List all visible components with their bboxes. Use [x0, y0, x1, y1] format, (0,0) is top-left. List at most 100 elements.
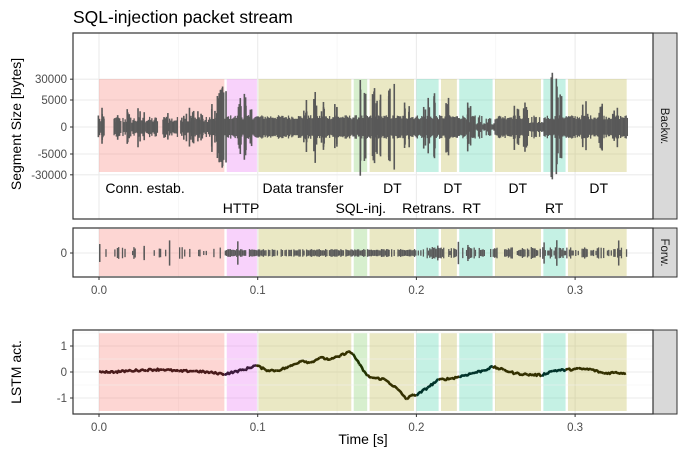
packet-bar	[230, 115, 231, 138]
forward-packet-bar	[353, 250, 354, 255]
packet-bar	[205, 120, 206, 134]
packet-spike	[408, 112, 410, 139]
forward-packet-bar	[289, 250, 290, 256]
packet-bar	[247, 116, 248, 138]
forward-packet-bar	[256, 250, 257, 255]
packet-bar	[347, 117, 348, 138]
forward-packet-bar	[242, 250, 243, 255]
packet-spike	[181, 118, 183, 136]
forward-packet-bar	[343, 250, 344, 255]
forward-packet-bar	[228, 249, 229, 257]
x-tick-label: 0.0	[91, 422, 107, 434]
packet-spike	[143, 112, 145, 140]
packet-bar	[170, 121, 171, 134]
forward-packet-bar	[293, 249, 294, 256]
forward-packet-bar	[524, 250, 525, 257]
packet-bar	[169, 119, 170, 136]
lstm-line-segment	[528, 374, 542, 376]
packet-bar	[442, 118, 443, 135]
forward-packet-bar	[376, 250, 377, 256]
packet-bar	[583, 116, 584, 138]
forward-packet-spike	[543, 242, 545, 263]
forward-packet-bar	[603, 248, 604, 258]
packet-spike	[127, 112, 129, 142]
packet-bar	[566, 116, 567, 138]
forward-packet-spike	[169, 240, 171, 265]
forward-packet-bar	[509, 249, 510, 256]
packet-bar	[386, 115, 387, 138]
packet-spike	[98, 116, 100, 138]
forward-packet-bar	[456, 250, 457, 257]
packet-bar	[253, 118, 254, 136]
forward-packet-bar	[308, 250, 309, 255]
forward-packet-bar	[262, 250, 263, 256]
packet-bar	[378, 115, 379, 138]
forward-packet-bar	[364, 250, 365, 256]
forward-packet-bar	[354, 249, 355, 256]
packet-bar	[609, 118, 610, 136]
forward-packet-bar	[231, 250, 232, 256]
packet-bar	[290, 119, 291, 134]
forward-packet-bar	[462, 248, 463, 258]
forward-packet-bar	[321, 250, 322, 255]
forward-packet-bar	[517, 251, 518, 255]
packet-bar	[451, 117, 452, 137]
packet-bar	[381, 116, 382, 137]
packet-bar	[511, 117, 512, 136]
forward-packet-bar	[118, 247, 119, 259]
phase-label-3: SQL-inj.	[335, 200, 386, 216]
packet-bar	[277, 117, 278, 137]
packet-bar	[608, 118, 609, 137]
packet-spike	[192, 112, 194, 142]
forward-packet-bar	[439, 248, 440, 258]
forward-packet-bar	[593, 250, 594, 256]
forward-packet-bar	[336, 249, 337, 256]
packet-bar	[418, 119, 419, 136]
forward-packet-bar	[159, 249, 160, 258]
packet-bar	[269, 118, 270, 136]
packet-bar	[203, 121, 204, 132]
forward-packet-bar	[575, 250, 576, 256]
packet-bar	[543, 118, 544, 136]
packet-bar	[361, 116, 362, 139]
forward-packet-bar	[565, 251, 566, 255]
forward-packet-spike	[437, 246, 439, 261]
forward-packet-bar	[288, 250, 289, 257]
packet-spike	[557, 97, 559, 153]
packet-bar	[420, 118, 421, 136]
forward-packet-bar	[537, 250, 538, 255]
forward-packet-bar	[399, 250, 400, 256]
forward-packet-bar	[414, 249, 415, 257]
forward-packet-bar	[505, 249, 506, 257]
packet-bar	[510, 117, 511, 136]
packet-bar	[489, 118, 490, 136]
packet-bar	[589, 119, 590, 135]
packet-bar	[227, 117, 228, 137]
packet-bar	[492, 124, 493, 129]
packet-spike	[305, 113, 307, 140]
packet-bar	[509, 118, 510, 137]
packet-bar	[479, 115, 480, 138]
forward-packet-bar	[561, 250, 562, 257]
forward-packet-bar	[189, 249, 190, 257]
packet-bar	[568, 116, 569, 138]
packet-bar	[476, 124, 477, 129]
lstm-line-segment	[147, 369, 163, 371]
forward-packet-bar	[626, 249, 627, 257]
forward-packet-bar	[220, 248, 221, 259]
forward-packet-spike	[458, 242, 460, 264]
forward-packet-bar	[562, 248, 563, 258]
packet-bar	[235, 116, 236, 138]
forward-packet-bar	[508, 248, 509, 257]
packet-bar	[536, 117, 537, 137]
packet-bar	[150, 120, 151, 134]
forward-packet-bar	[484, 250, 485, 256]
packet-bar	[456, 116, 457, 137]
packet-bar	[351, 119, 352, 135]
forward-packet-bar	[350, 249, 351, 256]
forward-packet-bar	[387, 249, 388, 257]
forward-packet-bar	[381, 249, 382, 257]
forward-packet-bar	[454, 249, 455, 257]
packet-bar	[259, 117, 260, 137]
